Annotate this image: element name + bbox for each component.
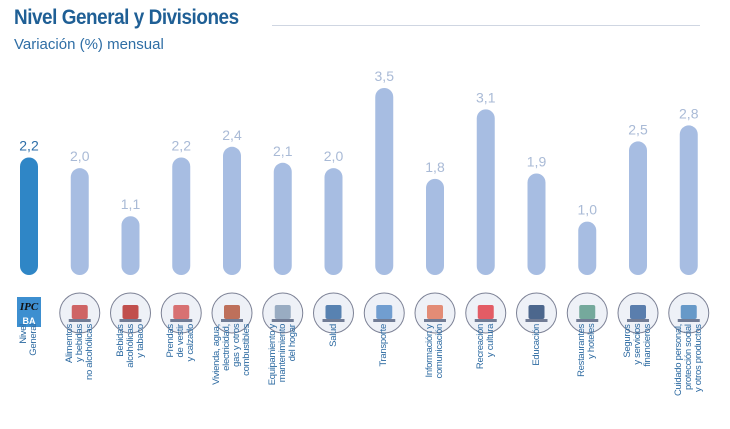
icon-detail [274,305,291,319]
icon-detail [376,305,393,319]
category-label: Cuidado personal, protección social y ot… [672,324,704,397]
icon-detail [579,305,596,319]
bar [273,162,292,275]
bar [426,178,444,275]
icon-detail [119,319,142,322]
data-label: 3,1 [476,89,496,105]
category-label: Salud [327,324,339,347]
bar [679,125,698,276]
category-label: Transporte [378,324,390,367]
logo-text-ipc: IPC [19,301,39,313]
icon-detail [427,305,443,319]
data-label: 2,2 [19,137,39,153]
icon-detail [627,319,649,322]
bar [172,157,191,275]
icon-detail [424,319,446,322]
data-label: 1,8 [425,159,445,175]
data-label: 2,4 [222,127,242,143]
icon-detail [170,319,193,322]
icon-detail [680,305,697,319]
icon-detail [474,319,497,322]
chart-subtitle: Variación (%) mensual [14,36,164,53]
data-label: 2,1 [273,143,293,159]
data-label: 3,5 [375,68,395,84]
bar [476,109,495,275]
chart-title: Nivel General y Divisiones [14,6,239,29]
icon-detail [322,319,345,322]
icon-detail [221,319,243,322]
bar [527,173,546,275]
icon-detail [373,319,396,322]
data-label: 2,8 [679,105,699,121]
category-label: Seguros y servicios financieros [622,324,653,367]
bar [121,216,140,275]
title-divider [272,25,700,26]
category-label: Prendas de vestir y calzado [165,324,197,362]
icon-detail [477,305,494,319]
category-label: Información y comunicación [424,324,445,379]
category-label: Bebidas alcohólicas y tabaco [114,324,146,368]
bar [70,168,89,275]
data-label: 1,9 [527,153,547,169]
icon-detail [71,305,88,319]
icon-detail [68,319,91,322]
category-label: Educación [530,324,542,366]
icon-detail [173,305,190,319]
data-label: 1,0 [578,202,598,218]
icon-detail [576,319,599,322]
ipc-logo-icon [17,297,41,327]
bar [375,88,394,275]
bar [629,141,647,275]
icon-detail [677,319,700,322]
category-label: Alimentos y bebidas no alcohólicas [63,324,95,381]
icon-detail [122,305,139,319]
data-label: 1,1 [121,196,141,212]
data-label: 2,0 [324,148,344,164]
icon-detail [630,305,646,319]
category-label: Recreación y cultura [474,324,496,370]
icon-detail [528,305,545,319]
bar [223,146,241,275]
icon-detail [325,305,342,319]
data-label: 2,5 [628,121,648,137]
icon-detail [271,319,294,322]
bar [324,168,343,275]
icon-detail [525,319,548,322]
category-label: Nivel General [18,324,39,356]
category-label: Equipamiento y mantenimiento del hogar [266,324,298,386]
category-label: Restaurantes y hoteles [576,324,598,377]
category-label: Vivienda, agua, electricidad, gas y otro… [211,324,252,385]
bar [20,157,38,275]
logo-text-ba: BA [23,316,36,326]
data-label: 2,2 [172,137,192,153]
icon-detail [224,305,240,319]
data-label: 2,0 [70,148,90,164]
bar [578,221,597,275]
